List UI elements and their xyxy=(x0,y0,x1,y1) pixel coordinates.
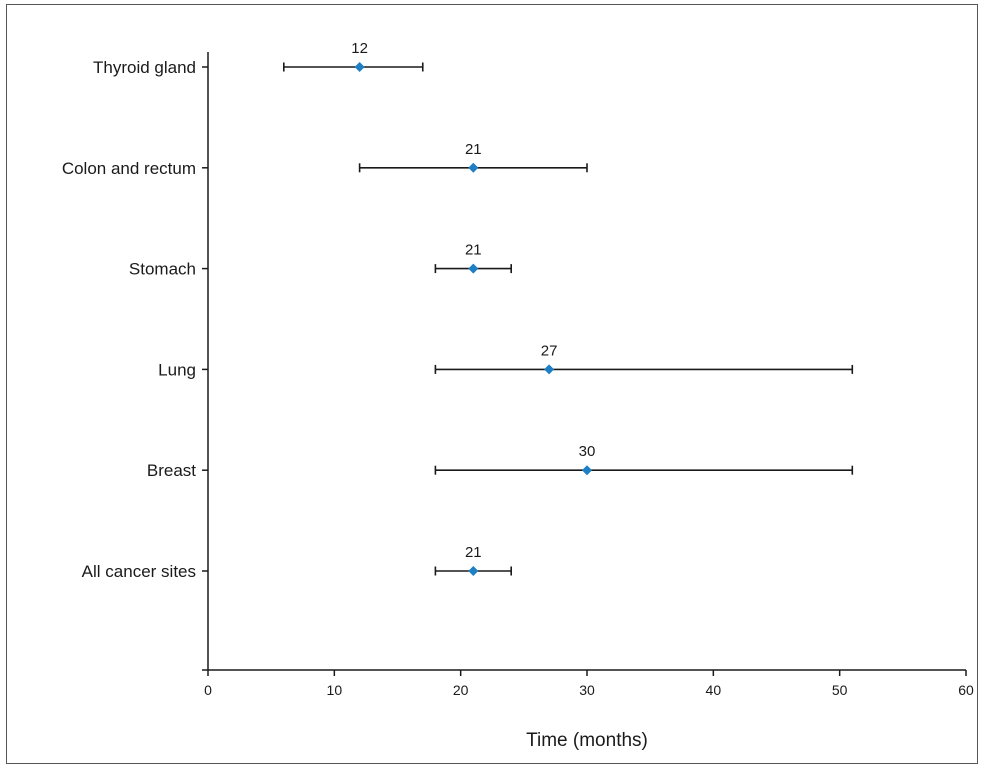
category-label: Stomach xyxy=(129,260,196,279)
error-bar-group: 27 xyxy=(434,342,854,375)
chart-frame xyxy=(6,4,978,764)
category-label: Thyroid gland xyxy=(93,58,196,77)
category-labels: Thyroid gland Colon and rectum Stomach Lung… xyxy=(62,58,196,581)
x-tick-label: 0 xyxy=(204,682,212,698)
error-bar-group: 21 xyxy=(358,141,588,173)
data-label: 21 xyxy=(465,242,482,259)
error-bar-group: 30 xyxy=(434,443,854,476)
data-label: 30 xyxy=(579,443,596,460)
data-point xyxy=(468,566,479,576)
error-bar-group: 21 xyxy=(434,544,513,576)
data-label: 21 xyxy=(465,141,482,158)
category-label: Lung xyxy=(158,360,196,379)
x-tick-label: 10 xyxy=(327,682,343,698)
error-bar-group: 12 xyxy=(282,40,424,72)
x-axis-title: Time (months) xyxy=(526,730,648,751)
chart-marks: 12 21 21 27 30 21 xyxy=(282,40,854,576)
y-axis xyxy=(202,52,209,671)
data-point xyxy=(544,364,555,375)
error-bar-group: 21 xyxy=(434,242,513,274)
x-tick-label: 50 xyxy=(832,682,848,698)
data-point xyxy=(468,162,479,173)
data-point xyxy=(354,62,365,72)
x-tick-label: 60 xyxy=(958,682,974,698)
data-label: 12 xyxy=(351,40,368,57)
category-label: All cancer sites xyxy=(82,562,196,581)
x-tick-label: 20 xyxy=(453,682,469,698)
x-tick-label: 40 xyxy=(706,682,722,698)
x-axis: 0 10 20 30 40 50 60 xyxy=(204,669,974,698)
data-point xyxy=(468,263,479,274)
category-label: Colon and rectum xyxy=(62,159,196,178)
x-tick-label: 30 xyxy=(579,682,595,698)
data-label: 21 xyxy=(465,544,482,561)
category-label: Breast xyxy=(147,461,196,480)
data-point xyxy=(582,465,592,476)
data-label: 27 xyxy=(541,342,558,359)
